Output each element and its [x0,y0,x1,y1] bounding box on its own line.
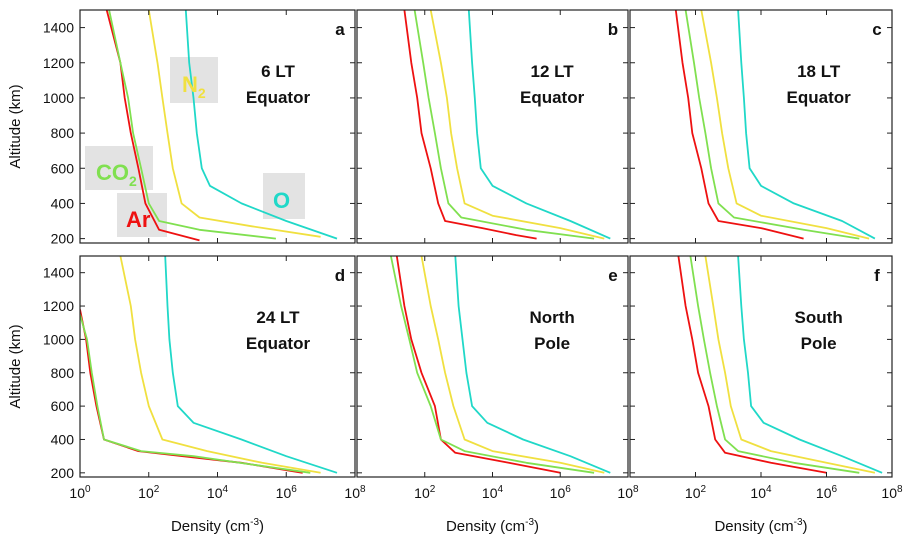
species-label-ar: Ar [126,207,151,232]
series-line-co2 [413,10,595,240]
x-axis-title: Density (cm-3) [171,517,264,535]
panel-series-group [390,256,611,474]
series-line-n2 [147,10,321,238]
y-tick-label: 1000 [43,331,74,347]
series-line-o [454,256,611,474]
panel-label-line: North [529,308,574,327]
panel-label-line: 24 LT [256,308,300,327]
series-line-o [164,256,338,474]
panel-frame [79,255,356,478]
series-line-n2 [704,256,876,474]
x-tick-label: 104 [482,484,504,501]
x-tick-label: 108 [344,484,366,501]
panel-frame [356,9,629,244]
panel-letter: e [608,266,617,285]
panel-b: b 12 LT Equator [356,9,629,244]
x-axis-title: Density (cm-3) [446,517,539,535]
panel-label-line: Equator [246,88,311,107]
y-tick-label: 800 [51,365,75,381]
y-tick-label: 600 [51,160,75,176]
panel-label-line: Equator [520,88,585,107]
panel-letter: b [608,20,618,39]
series-line-o [737,10,876,240]
series-line-o [467,10,611,240]
panel-letter: c [872,20,881,39]
series-line-n2 [429,10,605,240]
x-tick-label: 102 [685,484,707,501]
panel-label-line: South [795,308,843,327]
panel-e: 102 104 106 108 Density (cm-3) e North Pole [356,255,639,535]
panel-label-line: 6 LT [261,62,295,81]
series-line-ar [403,10,537,240]
y-tick-label: 400 [51,195,75,211]
species-label-o: O [273,188,290,213]
panel-series-group [105,10,338,242]
panel-label-line: 12 LT [531,62,575,81]
y-tick-label: 200 [51,465,75,481]
panel-c: c 18 LT Equator [629,9,893,244]
species-label-box-o [263,173,305,219]
panel-label-line: Equator [246,334,311,353]
y-tick-label: 1400 [43,265,74,281]
x-tick-label: 102 [138,484,160,501]
series-line-n2 [700,10,870,240]
panel-frame [629,9,893,244]
series-line-o [737,256,883,474]
x-tick-label: 106 [550,484,572,501]
x-tick-label: 100 [69,484,91,501]
species-label-n2: N2 [182,72,206,101]
series-line-n2 [119,256,321,474]
series-line-co2 [689,256,860,474]
panel-d: 200 400 600 800 1000 1200 1400 100 102 104 106 108 D… [7,255,366,535]
panel-a: 200 400 600 800 1000 1200 1400 Altitude (km) a 6 … [7,9,356,247]
y-tick-label: 200 [51,231,75,247]
series-line-co2 [108,10,277,240]
series-line-ar [674,10,804,240]
panel-label-line: Equator [787,88,852,107]
species-label-co2: CO2 [96,160,137,189]
x-tick-label: 108 [881,484,903,501]
series-line-ar [677,256,827,474]
panel-series-group [80,256,338,474]
y-tick-label: 1200 [43,298,74,314]
y-tick-label: 1200 [43,55,74,71]
x-tick-label: 104 [750,484,772,501]
x-tick-label: 104 [207,484,229,501]
series-line-n2 [420,256,605,474]
series-line-co2 [390,256,595,474]
x-tick-label: 102 [414,484,436,501]
panel-letter: d [335,266,345,285]
panel-letter: a [335,20,345,39]
y-tick-label: 400 [51,431,75,447]
panel-label-line: Pole [801,334,837,353]
y-tick-label: 1400 [43,20,74,36]
x-tick-label: 106 [816,484,838,501]
panel-label-line: 18 LT [797,62,841,81]
y-axis-title: Altitude (km) [7,84,24,168]
panel-frame [629,255,893,478]
series-line-o [184,10,338,240]
series-line-co2 [80,314,311,474]
panel-series-group [403,10,611,240]
panel-series-group [674,10,876,240]
y-tick-label: 600 [51,398,75,414]
panel-series-group [677,256,883,474]
y-axis-title: Altitude (km) [7,324,24,408]
y-tick-label: 1000 [43,90,74,106]
panel-letter: f [874,266,880,285]
series-line-ar [395,256,561,474]
x-axis-title: Density (cm-3) [714,517,807,535]
x-tick-label: 106 [276,484,298,501]
panel-f: 102 104 106 108 Density (cm-3) f South Pole [629,255,903,535]
y-tick-label: 800 [51,125,75,141]
x-tick-label: 108 [617,484,639,501]
series-line-co2 [684,10,860,240]
panel-label-line: Pole [534,334,570,353]
